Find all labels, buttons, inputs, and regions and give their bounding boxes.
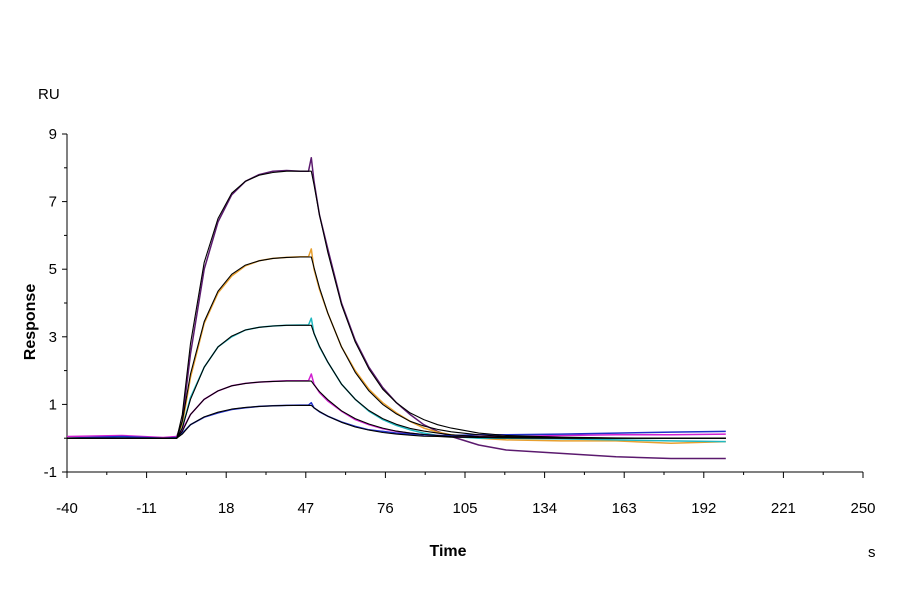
x-tick-label: -11 <box>136 500 157 517</box>
series-layer <box>66 156 726 460</box>
y-tick-label: 7 <box>49 194 57 211</box>
x-tick-label: 221 <box>771 500 796 517</box>
x-tick-label: 250 <box>850 500 875 517</box>
y-tick-label: 1 <box>49 396 57 413</box>
response-curve-5 <box>66 401 726 439</box>
response-curve-4 <box>66 373 726 439</box>
fit-curve-10 <box>67 404 726 439</box>
y-tick-label: 3 <box>49 329 57 346</box>
x-tick-label: -40 <box>56 500 78 517</box>
y-ticks: -1 1 3 5 7 9 <box>44 126 67 481</box>
y-tick-label: 9 <box>49 126 57 143</box>
fit-curve-6 <box>67 170 726 439</box>
x-tick-label: 192 <box>691 500 716 517</box>
fit-curve-7 <box>67 256 726 439</box>
x-tick-label: 76 <box>377 500 394 517</box>
x-tick-label: 47 <box>297 500 314 517</box>
x-tick-label: 18 <box>218 500 235 517</box>
y-unit-label: RU <box>38 86 60 103</box>
x-tick-label: 163 <box>612 500 637 517</box>
x-unit-label: s <box>868 544 876 561</box>
x-ticks: -40 -11 18 47 76 105 134 163 192 221 250 <box>56 472 876 517</box>
y-axis-title: Response <box>22 284 39 361</box>
fit-curve-8 <box>67 324 726 439</box>
fit-curve-9 <box>67 380 726 439</box>
y-tick-label: 5 <box>49 261 57 278</box>
x-axis-title: Time <box>429 543 466 560</box>
x-tick-label: 105 <box>452 500 477 517</box>
y-tick-label: -1 <box>44 464 57 481</box>
response-curve-3 <box>66 317 726 443</box>
x-tick-label: 134 <box>532 500 557 517</box>
